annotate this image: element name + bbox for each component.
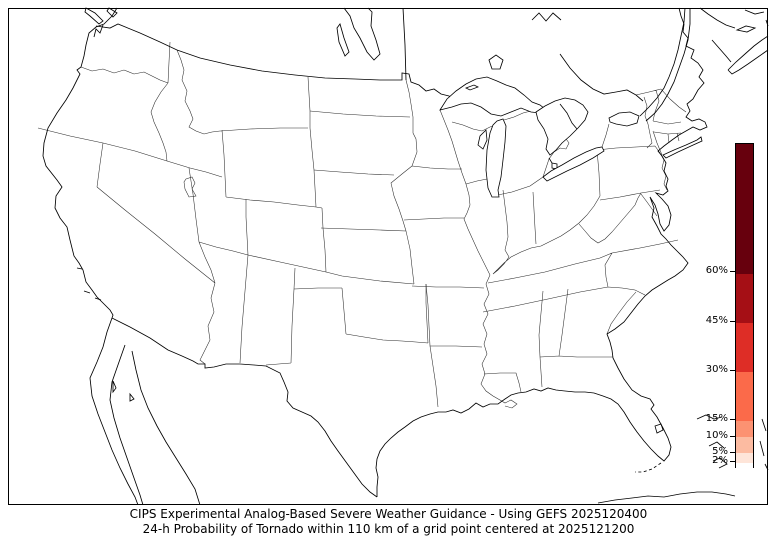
long-island xyxy=(662,136,703,159)
colorbar-segment-2-5 xyxy=(736,453,753,463)
caption-line-1: CIPS Experimental Analog-Based Severe We… xyxy=(129,507,648,521)
colorbar-tick-2: 2% xyxy=(688,455,736,467)
colorbar-tick-15: 15% xyxy=(688,413,736,425)
colorbar-segment-15-30 xyxy=(736,372,753,421)
bahamas-islands xyxy=(696,414,769,471)
green-bay xyxy=(477,129,488,150)
figure-caption: CIPS Experimental Analog-Based Severe We… xyxy=(0,507,777,537)
ottawa-river xyxy=(559,53,644,102)
mexico-border-rio-grande xyxy=(111,317,378,498)
colorbar-segment-0-2 xyxy=(736,463,753,469)
baja-islands xyxy=(112,380,135,402)
colorbar-tick-label: 30% xyxy=(705,364,728,375)
lake-superior xyxy=(439,76,546,117)
lake-ontario xyxy=(608,111,640,127)
colorbar-tick-label: 2% xyxy=(712,455,728,466)
state-borders-south xyxy=(480,239,679,409)
canada-border-49n xyxy=(95,23,463,101)
pacific-coastline xyxy=(42,7,118,319)
colorbar-segment-5-10 xyxy=(736,437,753,453)
great-salt-lake xyxy=(183,176,197,198)
state-boundaries xyxy=(37,41,687,409)
lake-michigan xyxy=(485,118,507,198)
lake-winnipeg xyxy=(336,7,381,61)
colorbar-tick-60: 60% xyxy=(688,265,736,277)
maritime-canada-coast xyxy=(699,7,769,75)
great-lakes xyxy=(439,76,664,434)
florida-keys xyxy=(635,462,662,473)
tick-mark xyxy=(730,370,736,371)
tick-mark xyxy=(730,461,736,462)
cuba-coastline xyxy=(597,491,736,504)
colorbar-segment-60-100 xyxy=(736,144,753,274)
colorbar-segment-30-45 xyxy=(736,323,753,372)
colorbar-tick-30: 30% xyxy=(688,364,736,376)
state-borders-plains xyxy=(309,79,485,408)
colorbar-tick-10: 10% xyxy=(688,430,736,442)
canada-shield-rivers xyxy=(531,12,562,22)
baja-california-west-coast xyxy=(89,317,139,505)
tick-mark xyxy=(730,271,736,272)
colorbar-segment-10-15 xyxy=(736,421,753,437)
st-lawrence-river xyxy=(639,7,691,122)
state-borders-east xyxy=(578,88,687,244)
colorbar-tick-label: 45% xyxy=(705,315,728,326)
colorbar-segment-45-60 xyxy=(736,274,753,323)
tick-mark xyxy=(730,419,736,420)
colorbar-tick-45: 45% xyxy=(688,315,736,327)
coastlines-international-borders xyxy=(42,7,769,505)
tick-mark xyxy=(730,321,736,322)
map-frame xyxy=(8,8,768,505)
lake-huron xyxy=(535,97,589,156)
manitoba-ontario-border xyxy=(402,7,407,81)
caption-line-2: 24-h Probability of Tornado within 110 k… xyxy=(142,522,635,536)
colorbar-tick-label: 60% xyxy=(705,265,728,276)
isle-royale xyxy=(465,84,479,91)
colorbar-tick-5: 5% xyxy=(688,446,736,458)
lake-erie xyxy=(542,146,605,182)
gulf-of-california-coast xyxy=(109,344,144,505)
tick-mark xyxy=(730,452,736,453)
georgian-bay xyxy=(559,103,578,130)
colorbar-tick-label: 10% xyxy=(705,430,728,441)
vancouver-island xyxy=(84,7,118,25)
colorbar-tick-label: 5% xyxy=(712,446,728,457)
probability-colorbar xyxy=(735,143,754,469)
lake-nipigon xyxy=(488,54,504,70)
puget-sound xyxy=(93,24,104,38)
tick-mark xyxy=(730,436,736,437)
state-borders-west xyxy=(37,41,429,366)
lake-okeechobee xyxy=(654,423,664,434)
conus-map xyxy=(8,7,769,505)
channel-islands xyxy=(76,267,102,301)
colorbar-tick-label: 15% xyxy=(705,413,728,424)
state-borders-midwest xyxy=(439,109,601,276)
atlantic-gulf-coastline xyxy=(375,7,708,497)
mexico-mainland-coast xyxy=(131,350,201,505)
